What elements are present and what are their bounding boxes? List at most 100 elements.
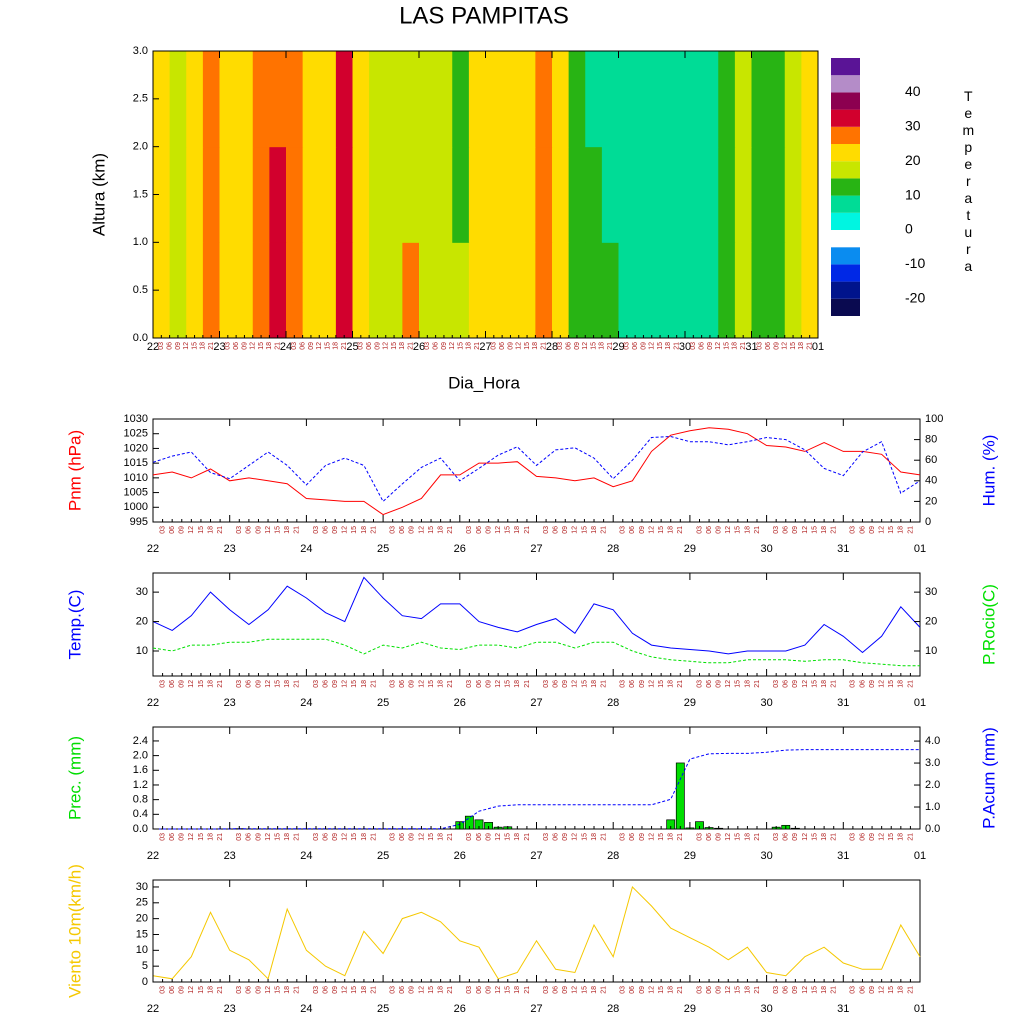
x-hour-label: 06 — [432, 342, 439, 350]
x-hour-label: 09 — [562, 526, 569, 534]
x-tick-label: 25 — [377, 850, 389, 862]
x-hour-label: 06 — [629, 680, 636, 688]
y2-tick-label: 1.0 — [925, 801, 940, 813]
contour-cell — [186, 242, 204, 339]
y-tick-label: 1010 — [124, 472, 148, 484]
x-hour-label: 21 — [370, 526, 377, 534]
y2-tick-label: 80 — [925, 434, 937, 446]
x-hour-label: 18 — [284, 526, 291, 534]
contour-cell — [635, 242, 653, 339]
x-axis-label: Dia_Hora — [448, 373, 520, 392]
x-hour-label: 15 — [888, 833, 895, 841]
x-tick-label: 30 — [760, 1003, 772, 1015]
x-tick-label: 24 — [300, 697, 312, 709]
y2-tick-label: 0 — [925, 516, 931, 528]
x-hour-label: 12 — [265, 526, 272, 534]
x-hour-label: 15 — [590, 342, 597, 350]
x-hour-label: 09 — [409, 680, 416, 688]
y2-tick-label: 4.0 — [925, 735, 940, 747]
x-hour-label: 12 — [802, 833, 809, 841]
x-hour-label: 06 — [169, 680, 176, 688]
x-tick-label: 30 — [760, 697, 772, 709]
x-hour-label: 21 — [447, 833, 454, 841]
contour-cell — [751, 242, 769, 339]
y2-tick-label: 60 — [925, 454, 937, 466]
x-hour-label: 09 — [179, 526, 186, 534]
x-hour-label: 18 — [668, 986, 675, 994]
x-hour-label: 03 — [390, 833, 397, 841]
x-hour-label: 12 — [495, 526, 502, 534]
x-hour-label: 09 — [409, 833, 416, 841]
x-hour-label: 15 — [505, 526, 512, 534]
x-hour-label: 15 — [723, 342, 730, 350]
contour-cell — [568, 51, 586, 148]
x-hour-label: 18 — [361, 833, 368, 841]
x-hour-label: 15 — [391, 342, 398, 350]
x-hour-label: 21 — [907, 986, 914, 994]
colorbar-box — [831, 212, 860, 230]
x-hour-label: 18 — [744, 833, 751, 841]
x-hour-label: 03 — [466, 526, 473, 534]
x-hour-label: 06 — [783, 680, 790, 688]
x-hour-label: 18 — [668, 833, 675, 841]
x-hour-label: 06 — [859, 526, 866, 534]
x-hour-label: 15 — [790, 342, 797, 350]
series-line — [153, 749, 920, 830]
x-hour-label: 06 — [859, 680, 866, 688]
x-hour-label: 15 — [505, 986, 512, 994]
y-tick-label: 1.2 — [133, 779, 148, 791]
x-tick-label: 26 — [454, 543, 466, 555]
x-hour-label: 21 — [294, 526, 301, 534]
x-hour-label: 12 — [725, 680, 732, 688]
contour-cell — [169, 146, 187, 243]
x-hour-label: 21 — [754, 526, 761, 534]
x-hour-label: 21 — [217, 680, 224, 688]
x-tick-label: 29 — [612, 341, 624, 353]
x-tick-label: 28 — [607, 850, 619, 862]
x-hour-label: 09 — [255, 680, 262, 688]
x-hour-label: 12 — [802, 526, 809, 534]
x-hour-label: 15 — [811, 680, 818, 688]
x-hour-label: 09 — [332, 680, 339, 688]
y-tick-label: 2.0 — [133, 141, 148, 153]
contour-cell — [153, 146, 171, 243]
contour-cell — [452, 51, 470, 148]
x-hour-label: 12 — [495, 986, 502, 994]
x-hour-label: 18 — [821, 680, 828, 688]
contour-cell — [485, 242, 503, 339]
x-tick-label: 22 — [147, 1003, 159, 1015]
x-hour-label: 03 — [424, 342, 431, 350]
x-hour-label: 03 — [624, 342, 631, 350]
contour-cell — [269, 242, 287, 339]
x-hour-label: 09 — [241, 342, 248, 350]
contour-cell — [286, 146, 304, 243]
x-hour-label: 18 — [284, 833, 291, 841]
contour-cell — [435, 242, 453, 339]
x-hour-label: 21 — [831, 986, 838, 994]
contour-cell — [153, 51, 171, 148]
x-hour-label: 03 — [696, 680, 703, 688]
x-hour-label: 06 — [322, 833, 329, 841]
y-tick-label: 2.0 — [133, 750, 148, 762]
x-hour-label: 21 — [677, 526, 684, 534]
contour-cell — [286, 51, 304, 148]
x-hour-label: 12 — [715, 342, 722, 350]
contour-cell — [568, 146, 586, 243]
x-hour-label: 06 — [476, 833, 483, 841]
x-hour-label: 21 — [831, 833, 838, 841]
x-tick-label: 26 — [454, 697, 466, 709]
contour-cell — [751, 51, 769, 148]
x-hour-label: 15 — [274, 526, 281, 534]
x-tick-label: 31 — [837, 850, 849, 862]
x-hour-label: 09 — [792, 680, 799, 688]
contour-cell — [734, 146, 752, 243]
x-hour-label: 12 — [265, 680, 272, 688]
contour-cell — [701, 242, 719, 339]
contour-cell — [319, 51, 337, 148]
x-hour-label: 12 — [648, 680, 655, 688]
x-hour-label: 18 — [437, 680, 444, 688]
x-hour-label: 06 — [698, 342, 705, 350]
contour-cell — [385, 146, 403, 243]
x-hour-label: 03 — [313, 986, 320, 994]
colorbar-box — [831, 58, 860, 76]
